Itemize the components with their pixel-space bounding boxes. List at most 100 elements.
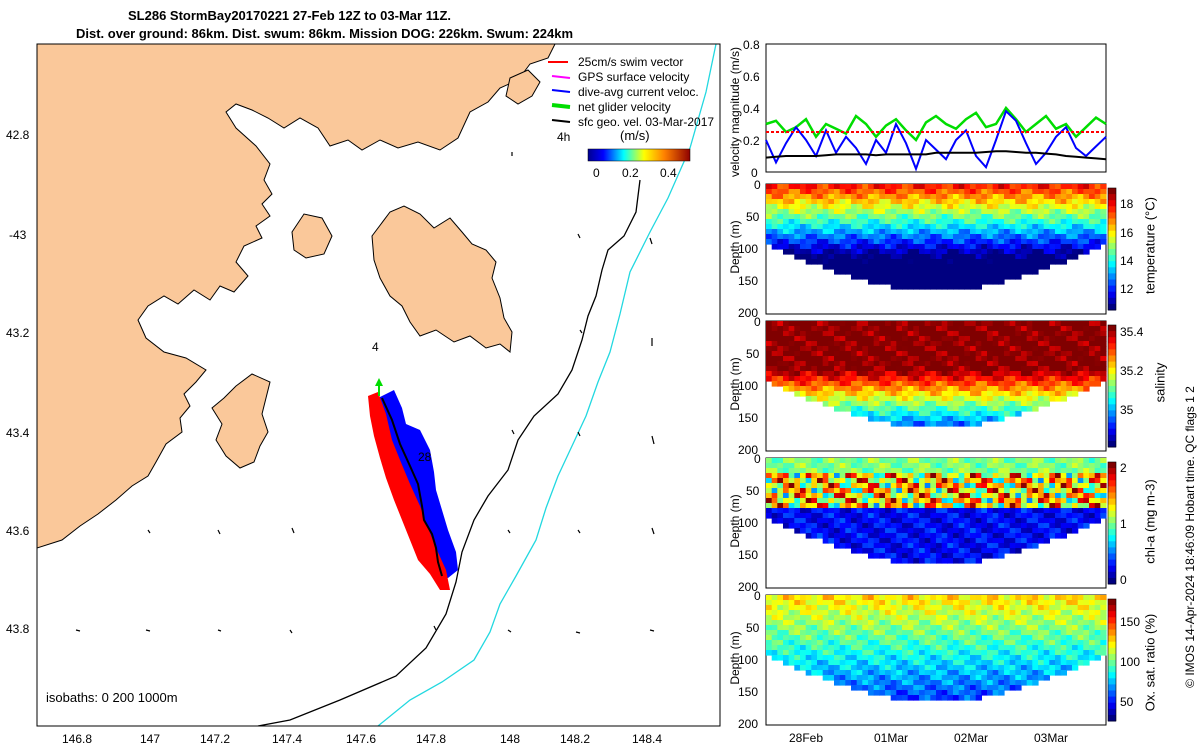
heatmap-cell (1055, 391, 1062, 397)
heatmap-cell (1100, 229, 1107, 235)
heatmap-cell (771, 341, 778, 347)
heatmap-cell (1032, 219, 1039, 225)
heatmap-cell (845, 269, 852, 275)
heatmap-cell (834, 199, 841, 205)
heatmap-cell (919, 331, 926, 337)
heatmap-cell (902, 336, 909, 342)
heatmap-cell (947, 396, 954, 402)
heatmap-cell (936, 523, 943, 529)
heatmap-cell (1021, 326, 1028, 332)
heatmap-cell (913, 518, 920, 524)
vel-y-tick: 0.6 (743, 70, 760, 84)
heatmap-cell (788, 640, 795, 646)
heatmap-cell (958, 184, 965, 190)
heatmap-cell (1032, 670, 1039, 676)
heatmap-cell (1089, 478, 1096, 484)
heatmap-cell (975, 361, 982, 367)
heatmap-cell (936, 401, 943, 407)
heatmap-cell (1009, 498, 1016, 504)
heatmap-cell (794, 386, 801, 392)
heatmap-cell (862, 396, 869, 402)
heatmap-cell (822, 199, 829, 205)
heatmap-cell (970, 366, 977, 372)
heatmap-cell (936, 680, 943, 686)
heatmap-cell (834, 483, 841, 489)
heatmap-cell (1026, 538, 1033, 544)
heatmap-cell (970, 336, 977, 342)
heatmap-cell (783, 371, 790, 377)
heatmap-cell (913, 600, 920, 606)
heatmap-cell (862, 605, 869, 611)
heatmap-cell (777, 645, 784, 651)
heatmap-cell (1094, 463, 1101, 469)
heatmap-cell (879, 336, 886, 342)
heatmap-cell (800, 640, 807, 646)
heatmap-cell (777, 620, 784, 626)
heatmap-cell (953, 680, 960, 686)
heatmap-cell (828, 391, 835, 397)
heatmap-cell (998, 600, 1005, 606)
heatmap-cell (1032, 396, 1039, 402)
heatmap-cell (851, 605, 858, 611)
heatmap-cell (947, 468, 954, 474)
heatmap-cell (851, 391, 858, 397)
heatmap-cell (1049, 610, 1056, 616)
heatmap-cell (800, 234, 807, 240)
heatmap-cell (1072, 341, 1079, 347)
heatmap-cell (839, 523, 846, 529)
heatmap-cell (834, 675, 841, 681)
heatmap-cell (856, 274, 863, 280)
heatmap-cell (822, 401, 829, 407)
heatmap-cell (783, 463, 790, 469)
heatmap-cell (873, 189, 880, 195)
heatmap-cell (890, 600, 897, 606)
heatmap-cell (958, 249, 965, 255)
heatmap-cell (981, 269, 988, 275)
heatmap-cell (987, 595, 994, 601)
heatmap-cell (873, 468, 880, 474)
heatmap-cell (936, 620, 943, 626)
heatmap-cell (930, 558, 937, 564)
heatmap-cell (1021, 204, 1028, 210)
heatmap-cell (862, 660, 869, 666)
colorbar-cell (1108, 510, 1116, 518)
heatmap-cell (998, 498, 1005, 504)
heatmap-cell (958, 595, 965, 601)
heatmap-cell (1021, 528, 1028, 534)
heatmap-cell (1038, 376, 1045, 382)
heatmap-cell (987, 675, 994, 681)
heatmap-cell (868, 356, 875, 362)
heatmap-cell (1009, 326, 1016, 332)
heatmap-cell (1032, 478, 1039, 484)
vel-y-tick: 0.8 (743, 38, 760, 52)
heatmap-cell (1100, 204, 1107, 210)
heatmap-cell (885, 249, 892, 255)
heatmap-cell (794, 473, 801, 479)
heatmap-cell (839, 264, 846, 270)
heatmap-cell (1043, 386, 1050, 392)
heatmap-cell (800, 595, 807, 601)
heatmap-cell (800, 498, 807, 504)
heatmap-cell (879, 204, 886, 210)
colorbar-cell (1108, 440, 1116, 448)
heatmap-cell (873, 605, 880, 611)
heatmap-cell (975, 610, 982, 616)
heatmap-cell (805, 533, 812, 539)
heatmap-cell (1038, 234, 1045, 240)
heatmap-cell (947, 665, 954, 671)
heatmap-cell (907, 473, 914, 479)
heatmap-cell (1026, 321, 1033, 327)
heatmap-cell (873, 331, 880, 337)
heatmap-cell (896, 528, 903, 534)
heatmap-cell (822, 376, 829, 382)
heatmap-cell (958, 421, 965, 427)
heatmap-cell (924, 411, 931, 417)
heatmap-cell (862, 468, 869, 474)
heatmap-cell (845, 473, 852, 479)
heatmap-cell (1055, 321, 1062, 327)
heatmap-cell (851, 381, 858, 387)
heatmap-cell (811, 209, 818, 215)
heatmap-cell (907, 341, 914, 347)
heatmap-cell (783, 204, 790, 210)
heatmap-cell (1060, 503, 1067, 509)
